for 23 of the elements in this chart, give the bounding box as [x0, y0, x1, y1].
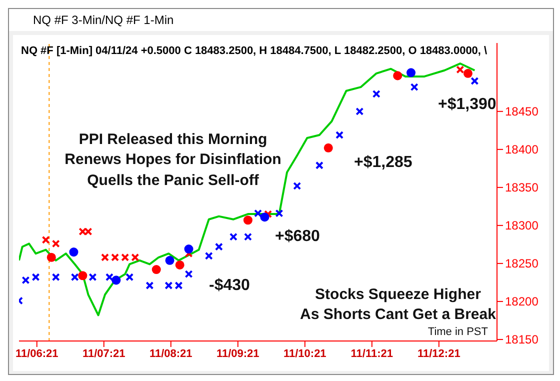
- x-tick-label: 11/08:21: [149, 348, 192, 360]
- y-tick-label: 18250: [505, 256, 539, 271]
- x-tick-label: 11/07:21: [82, 348, 126, 360]
- annotation: +$1,390: [438, 96, 496, 113]
- x-tick-label: 11/06:21: [15, 348, 58, 360]
- x-tick-label: 11/12:21: [418, 348, 460, 360]
- x-tick-label: 11/11:21: [350, 348, 394, 360]
- annotation: PPI Released this Morning Renews Hopes for Disinflation Quells the Panic Sell-off: [64, 130, 282, 190]
- y-tick-label: 18350: [505, 180, 539, 195]
- y-tick-label: 18300: [505, 218, 539, 233]
- annotation: -$430: [209, 276, 251, 296]
- annotation: Stocks Squeeze Higher As Shorts Cant Get a Break: [300, 286, 496, 324]
- x-tick-label: 11/09:21: [216, 348, 260, 360]
- y-tick-label: 18150: [505, 332, 539, 347]
- annotation: Time in PST: [426, 325, 488, 340]
- x-tick-label: 11/10:21: [283, 348, 326, 360]
- chart-title: NQ #F 3-Min/NQ #F 1-Min: [9, 9, 553, 31]
- y-tick-label: 18200: [505, 294, 539, 309]
- y-tick-label: 18400: [505, 142, 539, 157]
- annotation: +$680: [275, 227, 321, 247]
- chart-subtitle: NQ #F [1-Min] 04/11/24 +0.5000 C 18483.2500, H 18484.7500, L 18482.2500, O 18483.0000, \: [21, 45, 488, 57]
- annotation: +$1,285: [354, 153, 414, 173]
- y-tick-label: 18450: [505, 104, 539, 119]
